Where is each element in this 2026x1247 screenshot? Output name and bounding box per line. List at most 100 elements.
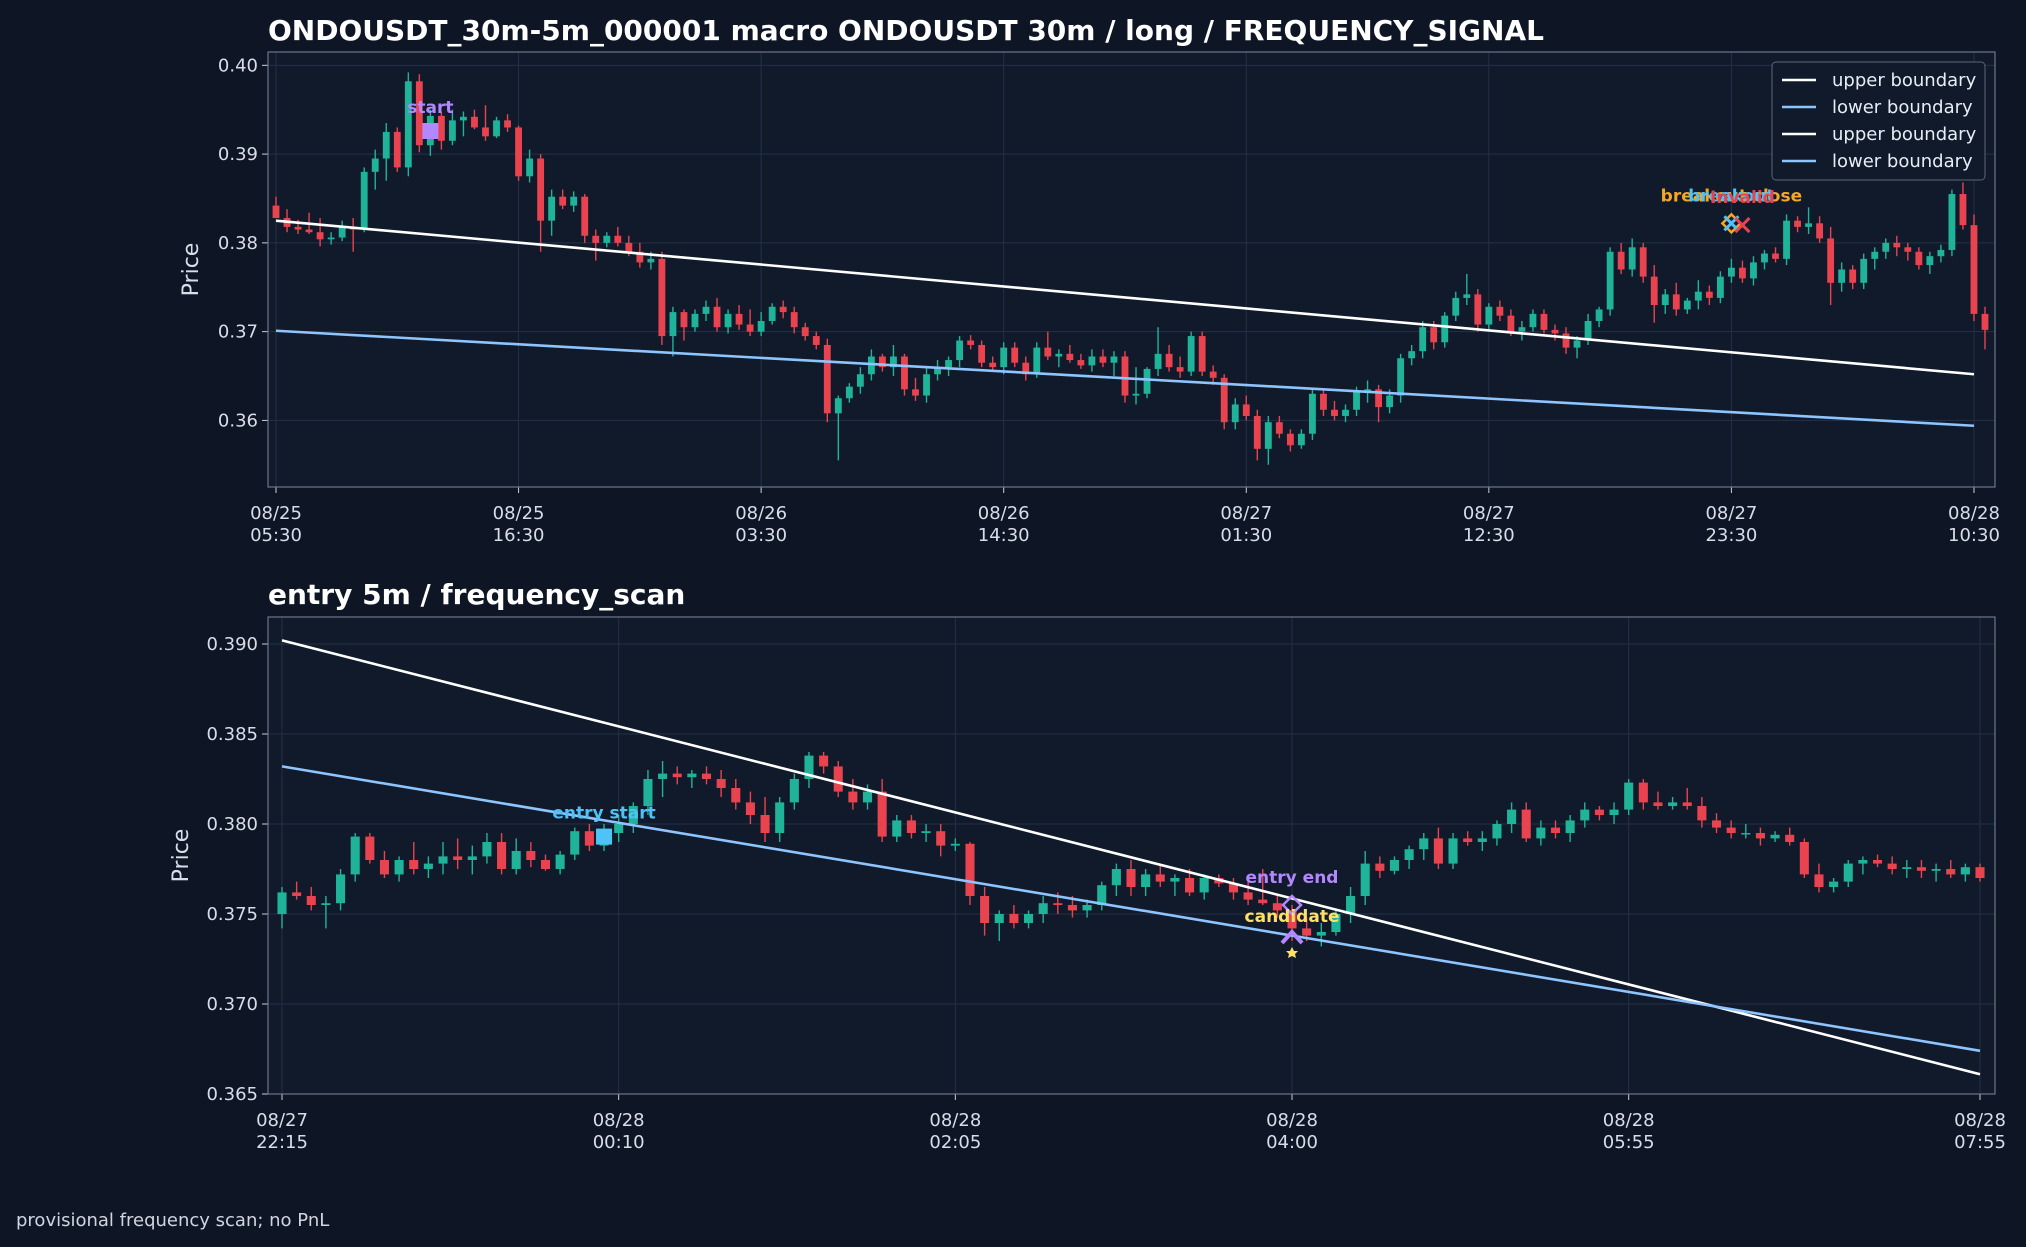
candle-body	[1937, 249, 1945, 257]
candle-body	[978, 344, 986, 363]
candle	[1694, 280, 1702, 310]
candle-body	[1595, 309, 1603, 321]
candle-body	[1496, 306, 1504, 316]
candle	[1077, 353, 1085, 369]
candle	[643, 770, 653, 815]
y-axis-label: Price	[169, 829, 194, 883]
candle	[1477, 831, 1487, 851]
x-tick-label: 14:30	[978, 525, 1030, 546]
candle	[526, 842, 536, 868]
candle	[1055, 349, 1063, 368]
candle-body	[892, 820, 902, 837]
candle	[1022, 356, 1030, 381]
candle-body	[1931, 869, 1941, 871]
candle-body	[1562, 333, 1570, 348]
candle-body	[724, 313, 732, 328]
candle-body	[1492, 824, 1502, 839]
candle	[1389, 856, 1400, 875]
candle	[1783, 214, 1790, 266]
candle-body	[1419, 327, 1427, 352]
x-tick-label: 16:30	[493, 525, 545, 546]
candle-body	[1297, 433, 1305, 446]
candle	[1404, 845, 1414, 869]
x-tick-label: 08/27	[1220, 503, 1272, 524]
y-tick-label: 0.375	[206, 904, 258, 925]
candle-body	[1770, 834, 1780, 839]
chart-title: ONDOUSDT_30m-5m_000001 macro ONDOUSDT 30…	[268, 14, 1544, 47]
candle	[862, 784, 873, 810]
candle	[393, 127, 401, 172]
candle-body	[1199, 878, 1209, 893]
candle	[1805, 207, 1813, 234]
candle	[906, 815, 916, 839]
candle	[658, 761, 668, 797]
candle-body	[1960, 867, 1970, 875]
candle-body	[1694, 291, 1702, 301]
candle-body	[1309, 393, 1316, 434]
candle-body	[1580, 809, 1590, 821]
candle	[1580, 802, 1590, 828]
candle-body	[1638, 782, 1648, 803]
candle-body	[879, 356, 886, 368]
candle	[1044, 331, 1052, 361]
candle-body	[812, 336, 820, 345]
candle-body	[1154, 353, 1162, 369]
candle	[453, 838, 463, 869]
candle-body	[1507, 315, 1515, 332]
candle	[1038, 896, 1048, 923]
annotation-label: start	[407, 98, 453, 118]
candle-body	[614, 235, 622, 243]
candle-body	[1827, 238, 1835, 283]
candle	[1650, 265, 1658, 323]
candle	[1858, 856, 1868, 875]
legend: upper boundary lower boundary upper bounda…	[1771, 61, 1986, 181]
candle	[1882, 238, 1890, 259]
candle-body	[965, 843, 975, 896]
candle-body	[559, 196, 567, 206]
candle	[1726, 820, 1736, 839]
candle-body	[1155, 874, 1165, 882]
candle	[467, 845, 477, 875]
candle-body	[658, 258, 666, 337]
candle-body	[1829, 881, 1839, 887]
candle-body	[1132, 393, 1140, 396]
candle-body	[437, 115, 445, 141]
candle-body	[1772, 253, 1779, 259]
candle	[1066, 344, 1074, 363]
candle-body	[1716, 276, 1724, 298]
candle	[1433, 827, 1443, 869]
candle-body	[1606, 251, 1614, 310]
candle	[950, 838, 960, 851]
candle-body	[277, 892, 287, 914]
candle	[1860, 253, 1868, 290]
x-tick-label: 23:30	[1705, 525, 1757, 546]
candle	[1199, 874, 1209, 900]
candle	[350, 833, 360, 882]
candle	[856, 367, 864, 394]
candle-body	[1755, 833, 1765, 839]
candle-body	[423, 863, 433, 869]
candle	[603, 232, 611, 248]
candle-body	[643, 779, 653, 806]
candle	[1904, 242, 1912, 261]
candle-body	[1082, 905, 1092, 911]
candle-body	[845, 386, 853, 399]
candle-body	[1243, 892, 1253, 900]
candle-body	[856, 374, 864, 387]
candle	[497, 833, 507, 875]
candle	[1705, 285, 1713, 306]
annotation-invalid: Invalid	[1710, 188, 1775, 234]
candle	[1606, 247, 1614, 316]
candle-body	[1521, 809, 1531, 839]
candle-body	[1258, 899, 1268, 904]
candle-body	[1683, 300, 1691, 310]
candle	[658, 251, 666, 345]
candle	[448, 109, 456, 146]
candle-body	[603, 235, 611, 243]
candle-body	[1617, 251, 1625, 270]
candle-body	[745, 802, 755, 815]
candle-body	[647, 258, 655, 263]
candle	[1187, 331, 1195, 377]
candle-body	[890, 356, 897, 368]
